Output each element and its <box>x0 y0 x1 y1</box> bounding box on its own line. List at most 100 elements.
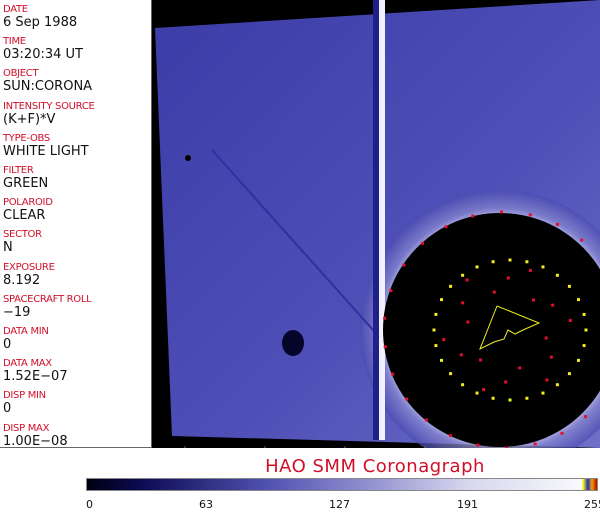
inner-ring-dot <box>525 396 529 400</box>
inner-ring-dot <box>475 265 479 269</box>
radial-dot <box>442 338 446 342</box>
field-data-max: DATA MAX 1.52E−07 <box>3 358 68 384</box>
inner-ring-dot <box>567 284 571 288</box>
field-label: DATA MIN <box>3 326 49 337</box>
field-polaroid: POLAROID CLEAR <box>3 197 53 223</box>
outer-ring-dot <box>500 210 504 214</box>
radial-dot <box>479 358 483 362</box>
pylon-bright <box>379 0 385 440</box>
field-value: GREEN <box>3 176 49 191</box>
field-type-obs: TYPE-OBS WHITE LIGHT <box>3 133 89 159</box>
outer-ring-dot <box>424 418 428 422</box>
field-value: N <box>3 240 13 256</box>
field-label: DISP MAX <box>3 422 50 434</box>
field-intensity-source: INTENSITY SOURCE (K+F)*V <box>3 101 95 127</box>
radial-dot <box>461 301 465 305</box>
inner-ring-dot <box>525 260 529 264</box>
pylon-shadow <box>211 149 383 341</box>
field-label: POLAROID <box>3 197 53 209</box>
outer-ring-dot <box>471 214 475 218</box>
inner-ring-dot <box>567 372 571 376</box>
outer-ring-dot <box>405 397 409 401</box>
inner-ring-dot <box>449 372 453 376</box>
field-object: OBJECT SUN:CORONA <box>3 68 92 94</box>
inner-ring-dot <box>508 398 512 402</box>
inner-ring-dot <box>461 273 465 277</box>
field-value: WHITE LIGHT <box>3 143 89 159</box>
field-data-min: DATA MIN 0 <box>3 326 49 352</box>
radial-dot <box>528 268 532 272</box>
colorbar-tick-label: 127 <box>329 498 350 511</box>
inner-ring-dot <box>584 328 588 332</box>
inner-ring-dot <box>555 273 559 277</box>
field-value: 0 <box>3 401 12 417</box>
outer-ring-dot <box>391 372 395 376</box>
inner-ring-dot <box>440 358 444 362</box>
outer-ring-dot <box>556 222 560 226</box>
radial-dot <box>544 336 548 340</box>
field-value: 1.52E−07 <box>3 369 68 385</box>
field-spacecraft-roll: SPACECRAFT ROLL −19 <box>3 293 92 320</box>
outer-ring-dot <box>383 316 387 320</box>
inner-ring-dot <box>541 391 545 395</box>
colorbar-tick-label: 191 <box>457 498 478 511</box>
inner-ring-dot <box>434 344 438 348</box>
field-sector: SECTOR N <box>3 229 42 255</box>
inner-ring-dot <box>491 260 495 264</box>
field-disp-max: DISP MAX 1.00E−08 <box>3 423 68 449</box>
outer-ring-dot <box>383 345 387 349</box>
instrument-title: HAO SMM Coronagraph <box>265 456 485 477</box>
radial-dot <box>459 353 463 357</box>
outer-ring-dot <box>476 443 480 447</box>
field-label: SPACECRAFT ROLL <box>3 293 92 305</box>
field-exposure: EXPOSURE 8.192 <box>3 262 55 288</box>
inner-ring-dot <box>582 312 586 316</box>
occulting-disk <box>383 213 600 447</box>
field-value: 03:20:34 UT <box>3 47 83 63</box>
radial-dot <box>568 318 572 322</box>
pylon-dark <box>373 0 379 440</box>
outer-ring-dot <box>504 446 508 448</box>
radial-dot <box>466 320 470 324</box>
occulter-spot <box>282 330 304 356</box>
field-time: TIME 03:20:34 UT <box>3 36 83 62</box>
outer-ring-dot <box>444 225 448 229</box>
radial-dot <box>518 366 522 370</box>
inner-ring-dot <box>576 358 580 362</box>
field-label: OBJECT <box>3 68 39 80</box>
region-polygon[interactable] <box>479 305 541 351</box>
radial-dot <box>504 380 508 384</box>
outer-ring-dot <box>389 288 393 292</box>
radial-dot <box>482 388 486 392</box>
inner-ring-dot <box>449 284 453 288</box>
colorbar-tick-label: 0 <box>86 498 93 511</box>
outer-ring-dot <box>421 241 425 245</box>
field-value: 1.00E−08 <box>3 433 68 449</box>
field-value: SUN:CORONA <box>3 79 93 95</box>
field-date: DATE 6 Sep 1988 <box>3 4 77 30</box>
inner-ring-dot <box>432 328 436 332</box>
inner-ring-dot <box>541 265 545 269</box>
outer-ring-dot <box>580 238 584 242</box>
colorbar-tick-label: 255 <box>584 498 600 511</box>
radial-dot <box>492 290 496 294</box>
field-value: 6 Sep 1988 <box>3 15 78 30</box>
outer-ring-dot <box>560 431 564 435</box>
inner-ring-dot <box>491 396 495 400</box>
field-value: CLEAR <box>3 208 46 224</box>
radial-dot <box>545 378 549 382</box>
radial-dot <box>551 303 555 307</box>
field-label: TIME <box>3 36 26 48</box>
colorbar <box>86 478 598 491</box>
field-filter: FILTER GREEN <box>3 165 48 191</box>
inner-ring-dot <box>582 344 586 348</box>
radial-dot <box>465 278 469 282</box>
outer-ring-dot <box>533 442 537 446</box>
field-label: SECTOR <box>3 229 42 241</box>
inner-ring-dot <box>461 383 465 387</box>
header-info-panel: DATE 6 Sep 1988 TIME 03:20:34 UT OBJECT SUN:C… <box>0 0 152 449</box>
field-value: −19 <box>3 304 31 320</box>
field-label: EXPOSURE <box>3 261 55 273</box>
field-label: DATE <box>3 4 28 15</box>
dark-spot <box>185 155 191 161</box>
